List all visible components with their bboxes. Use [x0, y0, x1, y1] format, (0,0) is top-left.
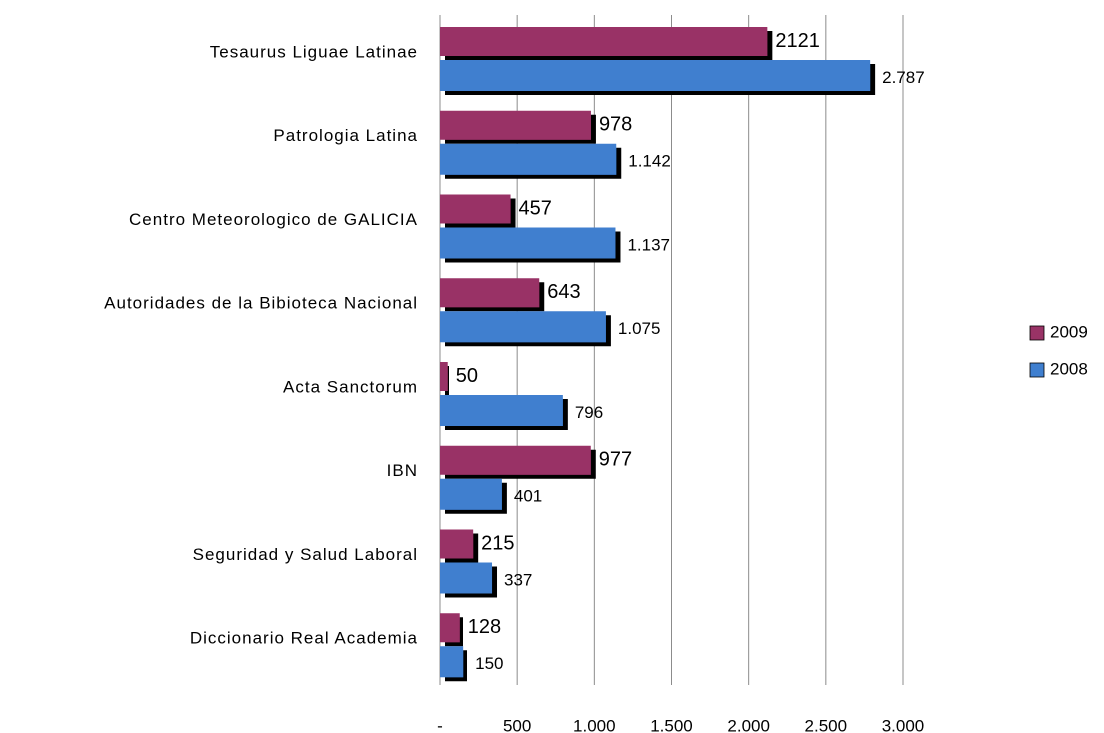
legend-label: 2009	[1050, 322, 1088, 341]
value-label: 215	[481, 532, 514, 554]
value-label: 401	[514, 487, 542, 506]
category-label: Patrologia Latina	[273, 126, 418, 145]
category-label: IBN	[387, 461, 418, 480]
bar	[440, 646, 464, 678]
bar	[440, 194, 511, 224]
x-tick-label: 2.000	[727, 716, 770, 733]
category-label: Autoridades de la Bibioteca Nacional	[104, 294, 418, 313]
value-label: 1.137	[627, 235, 670, 254]
category-label: Centro Meteorologico de GALICIA	[129, 210, 418, 229]
bar	[440, 27, 768, 56]
category-label: Tesaurus Liguae Latinae	[210, 42, 418, 61]
legend-swatch	[1029, 325, 1045, 341]
bar	[440, 613, 460, 643]
x-tick-label: -	[437, 716, 443, 733]
x-tick-label: 3.000	[882, 716, 925, 733]
bar	[440, 227, 616, 259]
value-label: 337	[504, 570, 532, 589]
bar	[440, 278, 540, 308]
bar	[440, 143, 617, 175]
value-label: 457	[519, 197, 552, 219]
bar	[440, 362, 448, 391]
x-tick-label: 500	[503, 716, 531, 733]
bar	[440, 110, 591, 140]
x-tick-label: 1.500	[650, 716, 693, 733]
value-label: 150	[475, 654, 503, 673]
value-label: 50	[456, 365, 478, 387]
bar	[440, 60, 871, 91]
category-label: Seguridad y Salud Laboral	[193, 545, 418, 564]
value-label: 1.142	[628, 152, 671, 171]
x-tick-label: 1.000	[573, 716, 616, 733]
bar	[440, 562, 493, 594]
bar	[440, 395, 563, 426]
value-label: 643	[547, 281, 580, 303]
legend-label: 2008	[1050, 359, 1088, 378]
value-label: 1.075	[618, 319, 661, 338]
x-tick-label: 2.500	[805, 716, 848, 733]
value-label: 2.787	[882, 68, 925, 87]
category-label: Acta Sanctorum	[283, 377, 418, 396]
value-label: 796	[575, 403, 603, 422]
bar	[440, 311, 606, 343]
bar	[440, 445, 591, 475]
bar	[440, 478, 502, 510]
legend-swatch	[1029, 362, 1045, 378]
bar	[440, 529, 474, 559]
value-label: 2121	[775, 30, 820, 52]
category-label: Diccionario Real Academia	[190, 629, 418, 648]
value-label: 977	[599, 449, 632, 471]
value-label: 128	[468, 616, 501, 638]
value-label: 978	[599, 114, 632, 136]
